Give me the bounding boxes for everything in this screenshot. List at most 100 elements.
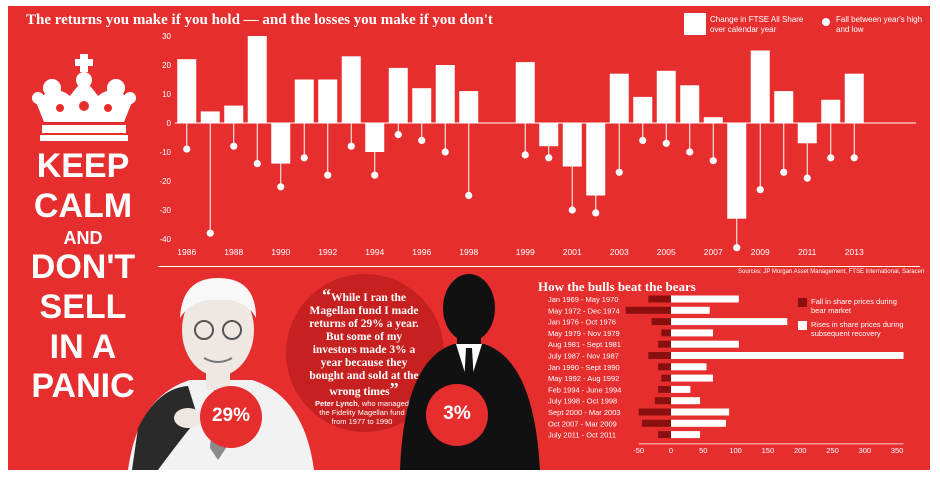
annual-return-bar-1992: [318, 79, 338, 123]
bulls-bears-title: How the bulls beat the bears: [538, 279, 696, 294]
bear-fall-bar: [654, 397, 671, 405]
legend-bar-swatch: [684, 13, 706, 35]
drawdown-dot-2007: [709, 157, 717, 165]
annual-returns-chart: 30 20 10 0 -10 -20 -30 -40 1986 1988 1990 1992 1994 1…: [159, 32, 916, 257]
bull-legend-label: Rises in share prices during subsequent …: [811, 320, 904, 338]
annual-return-bar-1988: [224, 105, 244, 123]
quote-attribution: Peter Lynch, who managed the Fidelity Ma…: [312, 399, 412, 426]
drawdown-dot-1999: [521, 151, 529, 159]
quote-text: “While I ran the Magellan fund I made re…: [308, 286, 420, 399]
bulls-bears-chart: Jan 1969 - May 1970 May 1972 - Dec 1974 Ja…: [548, 295, 904, 455]
period-label: Jan 1969 - May 1970: [548, 295, 618, 304]
bear-fall-bar: [661, 329, 671, 337]
bull-recovery-bar: [671, 329, 713, 337]
badge-3-text: 3%: [443, 403, 471, 424]
legend-bar-label: Change in FTSE All Share over calendar y…: [710, 15, 804, 34]
bear-fall-bar: [651, 318, 671, 326]
drawdown-dot-1997: [441, 148, 449, 156]
infographic-board: The returns you make if you hold — and t…: [8, 6, 930, 470]
annual-return-bar-2003: [609, 73, 629, 123]
bb-x-tick-label: -50: [633, 446, 644, 455]
poster-line-keep: KEEP: [36, 147, 130, 185]
x-tick-label-1992: 1992: [318, 247, 337, 257]
x-tick-label-1986: 1986: [177, 247, 196, 257]
drawdown-dot-1996: [418, 136, 426, 144]
y-tick-label: -10: [159, 148, 171, 157]
annual-return-bar-2007: [703, 117, 723, 123]
x-tick-label-2011: 2011: [798, 247, 817, 257]
period-label: May 1992 - Aug 1992: [548, 374, 619, 383]
bear-fall-bar: [641, 419, 671, 427]
y-tick-label: 0: [167, 119, 172, 128]
period-label: July 1987 - Nov 1987: [548, 352, 619, 361]
quote-close-mark: ”: [389, 379, 399, 399]
bull-recovery-bar: [671, 340, 739, 348]
drawdown-dot-1987: [206, 229, 214, 237]
x-tick-label-2009: 2009: [751, 247, 770, 257]
y-tick-label: 30: [162, 32, 171, 41]
annual-return-bar-1998: [459, 91, 479, 123]
bull-recovery-bar: [671, 306, 710, 314]
poster-line-panic: PANIC: [31, 367, 135, 405]
drawdown-dot-2012: [827, 154, 835, 162]
annual-return-bar-1987: [200, 111, 220, 123]
annual-return-bar-1996: [412, 88, 432, 123]
quote-body: While I ran the Magellan fund I made ret…: [309, 292, 419, 398]
bull-recovery-bar: [671, 352, 904, 359]
drawdown-dot-2006: [686, 148, 694, 156]
annual-return-bar-1999: [515, 62, 535, 123]
drawdown-dot-1994: [371, 171, 379, 179]
bear-fall-bar: [625, 306, 671, 314]
attribution-text: , who managed the Fidelity Magellan fund…: [319, 399, 409, 426]
bear-fall-bar: [658, 340, 671, 348]
bear-legend-swatch: [798, 298, 807, 307]
bull-recovery-bar: [671, 295, 739, 303]
drawdown-dot-1995: [394, 131, 402, 139]
bear-fall-bar: [648, 295, 671, 303]
poster-line-calm: CALM: [33, 187, 133, 225]
annual-return-bar-2010: [774, 91, 794, 123]
period-label: Aug 1981 - Sept 1981: [548, 340, 621, 349]
bb-x-tick-label: 100: [729, 446, 742, 455]
drawdown-dot-2009: [756, 186, 764, 194]
drawdown-dot-2004: [639, 136, 647, 144]
x-tick-label-1998: 1998: [459, 247, 478, 257]
y-tick-label: 10: [162, 90, 171, 99]
x-tick-label-1994: 1994: [365, 247, 384, 257]
poster-line-and: AND: [63, 228, 103, 248]
drawdown-dot-2005: [662, 139, 670, 147]
x-tick-label-2003: 2003: [610, 247, 629, 257]
period-label: May 1979 - Nov 1979: [548, 329, 620, 338]
bb-x-tick-label: 200: [794, 446, 807, 455]
period-label: Feb 1994 - June 1994: [548, 385, 621, 394]
x-tick-label-1990: 1990: [271, 247, 290, 257]
bear-fall-bar: [658, 363, 671, 371]
annual-return-bar-1997: [435, 65, 455, 123]
annual-return-bar-2004: [633, 96, 653, 123]
y-tick-label: 20: [162, 61, 171, 70]
annual-return-bar-1989: [247, 36, 267, 123]
drawdown-dot-2011: [803, 174, 811, 182]
annual-return-bar-2006: [680, 85, 700, 123]
x-tick-label-2005: 2005: [657, 247, 676, 257]
bull-recovery-bar: [671, 397, 701, 405]
y-tick-label: -20: [159, 177, 171, 186]
badge-29-text: 29%: [211, 405, 251, 426]
y-tick-label: -40: [159, 235, 171, 244]
x-tick-label-2001: 2001: [563, 247, 582, 257]
drawdown-dot-1986: [183, 145, 191, 153]
bb-x-tick-label: 300: [859, 446, 872, 455]
bear-fall-bar: [638, 408, 671, 416]
bull-recovery-bar: [671, 385, 691, 393]
period-label: July 1998 - Oct 1998: [548, 397, 617, 406]
bear-fall-bar: [658, 385, 671, 393]
attribution-name: Peter Lynch: [315, 399, 358, 408]
drawdown-dot-1989: [253, 160, 261, 168]
bull-legend-swatch: [798, 321, 807, 330]
drawdown-dot-1988: [230, 142, 238, 150]
annual-return-bar-2005: [656, 70, 676, 123]
bear-fall-bar: [648, 352, 671, 359]
y-tick-label: -30: [159, 206, 171, 215]
drawdown-dot-2003: [615, 168, 623, 176]
drawdown-dot-1998: [465, 191, 473, 200]
